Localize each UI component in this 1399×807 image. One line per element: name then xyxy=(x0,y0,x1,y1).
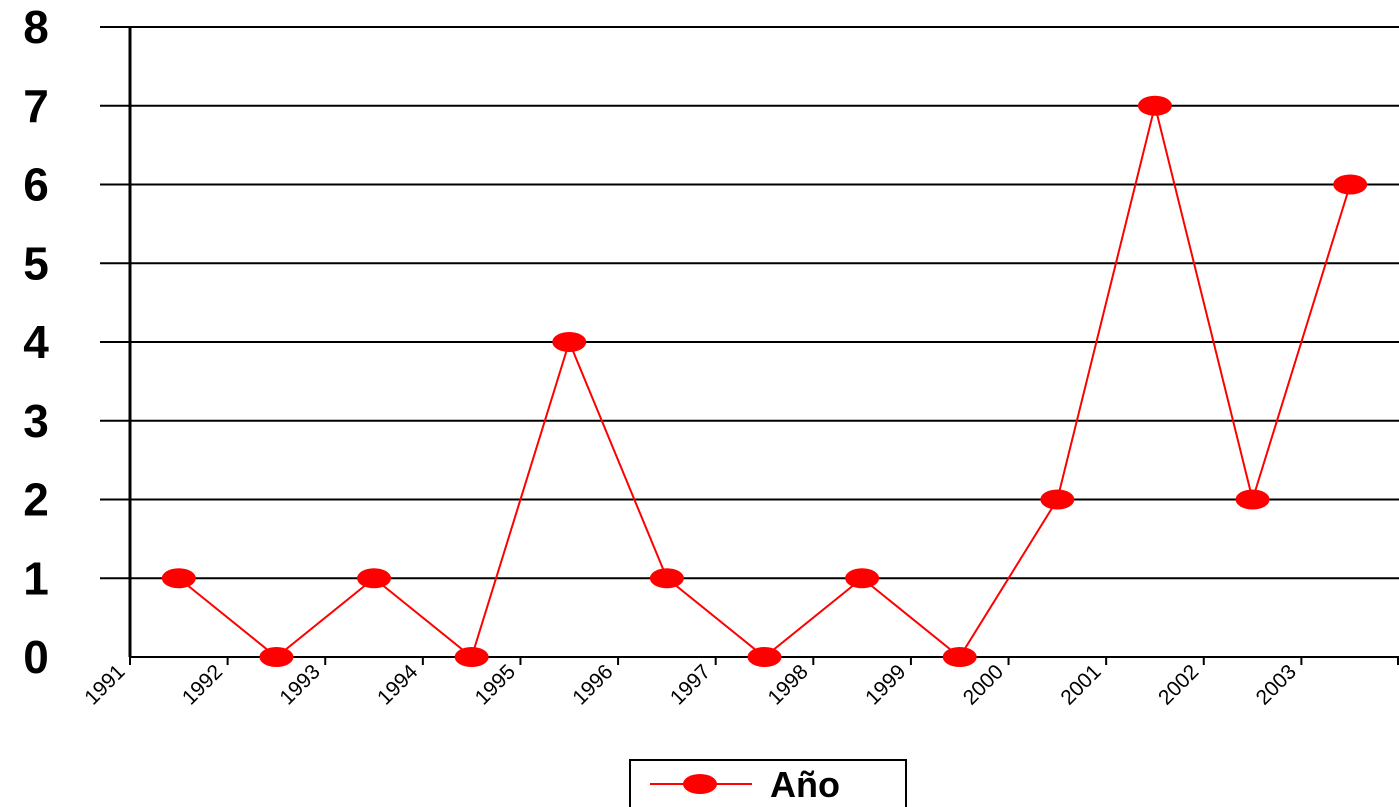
grid-lines xyxy=(100,26,1399,580)
legend: Año xyxy=(629,759,907,807)
data-point xyxy=(942,647,977,667)
data-point xyxy=(1137,95,1172,116)
data-point xyxy=(1333,174,1368,195)
y-axis-ticks: 0 1 2 3 4 5 6 7 8 xyxy=(23,1,49,683)
x-tick-label: 1991 xyxy=(80,660,129,709)
x-tick-label: 1992 xyxy=(178,660,227,709)
series-group xyxy=(161,95,1368,667)
x-tick-label: 2000 xyxy=(959,660,1008,709)
data-point xyxy=(552,332,587,352)
x-tick-label: 2001 xyxy=(1056,660,1105,709)
x-tick-label: 1993 xyxy=(275,660,324,709)
data-point xyxy=(259,647,294,667)
y-tick-label: 5 xyxy=(23,237,49,289)
x-tick-label: 2002 xyxy=(1154,660,1203,709)
data-point xyxy=(747,647,782,667)
y-tick-label: 2 xyxy=(23,474,49,526)
y-tick-label: 3 xyxy=(23,395,49,447)
y-tick-label: 4 xyxy=(23,316,49,368)
data-point xyxy=(1040,489,1075,510)
legend-marker xyxy=(683,774,717,794)
data-point xyxy=(454,647,489,667)
data-point xyxy=(649,568,684,589)
data-point xyxy=(1235,489,1270,510)
y-tick-label: 6 xyxy=(23,159,49,211)
y-tick-label: 8 xyxy=(23,1,49,53)
y-tick-label: 1 xyxy=(23,552,49,604)
x-tick-label: 1997 xyxy=(666,660,715,709)
x-tick-label: 1996 xyxy=(568,660,617,709)
data-point xyxy=(161,568,196,589)
y-tick-label: 0 xyxy=(23,631,49,683)
y-tick-label: 7 xyxy=(23,80,49,132)
x-tick-label: 1995 xyxy=(471,660,520,709)
data-point xyxy=(845,568,880,589)
x-tick-label: 1999 xyxy=(861,660,910,709)
x-tick-label: 2003 xyxy=(1252,660,1301,709)
legend-label: Año xyxy=(770,764,840,805)
series-line xyxy=(178,105,1352,659)
x-tick-label: 1998 xyxy=(764,660,813,709)
x-tick-label: 1994 xyxy=(373,660,423,710)
data-point xyxy=(357,568,392,589)
